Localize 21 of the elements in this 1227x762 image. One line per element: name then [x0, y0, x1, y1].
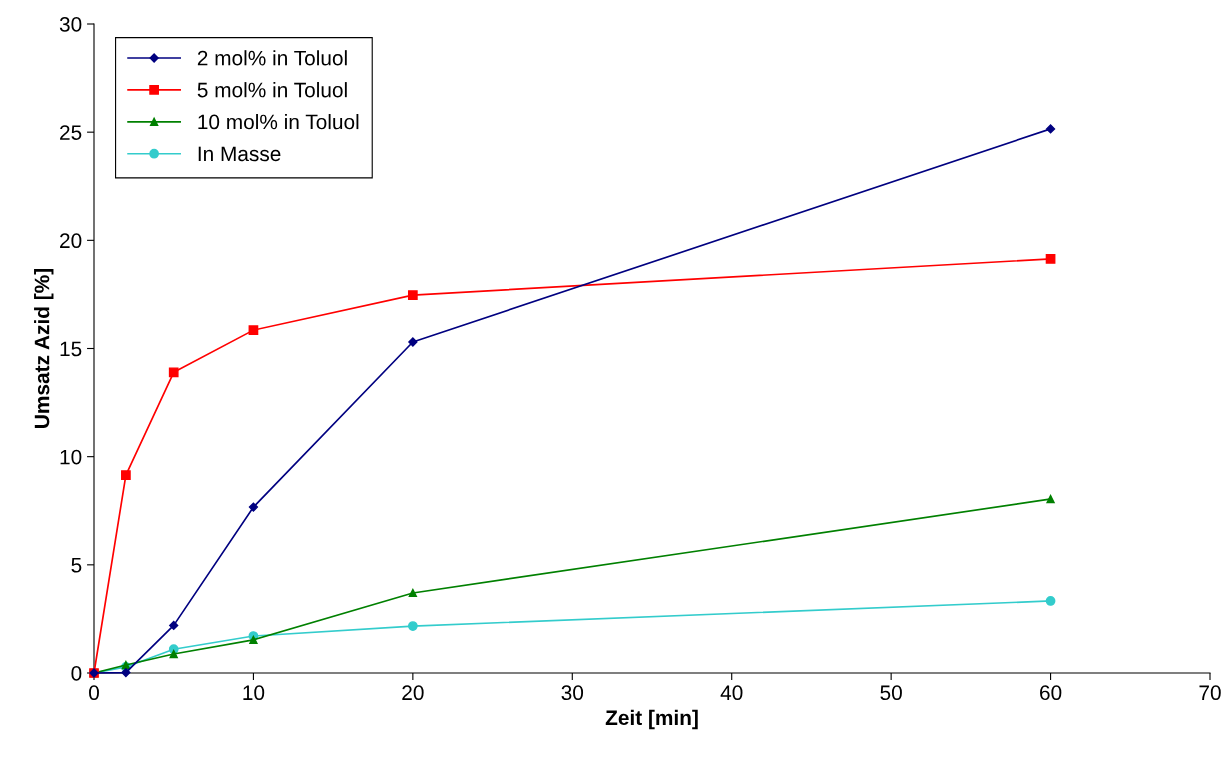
x-tick-label: 10	[243, 685, 265, 701]
x-tick-label: 20	[402, 685, 424, 701]
y-tick-label: 0	[71, 666, 82, 681]
x-tick-label: 0	[89, 685, 99, 701]
legend-label: 5 mol% in Toluol	[197, 82, 347, 98]
x-tick-label: 60	[1040, 685, 1062, 701]
x-axis-title: Zeit [min]	[605, 709, 698, 730]
legend-label: 2 mol% in Toluol	[197, 50, 347, 66]
legend-label: In Masse	[198, 146, 281, 162]
x-tick-label: 30	[561, 685, 584, 701]
x-tick-label: 50	[880, 685, 902, 701]
x-tick-label: 70	[1199, 685, 1221, 701]
y-tick-label: 10	[60, 449, 82, 465]
y-tick-label: 5	[71, 558, 82, 573]
y-axis-title: Umsatz Azid [%]	[34, 269, 54, 428]
y-tick-label: 20	[60, 233, 82, 249]
y-tick-label: 25	[60, 125, 82, 140]
legend-label: 10 mol% in Toluol	[198, 114, 359, 130]
y-tick-label: 30	[59, 17, 82, 32]
y-tick-label: 15	[60, 341, 82, 357]
x-tick-label: 40	[720, 685, 743, 701]
